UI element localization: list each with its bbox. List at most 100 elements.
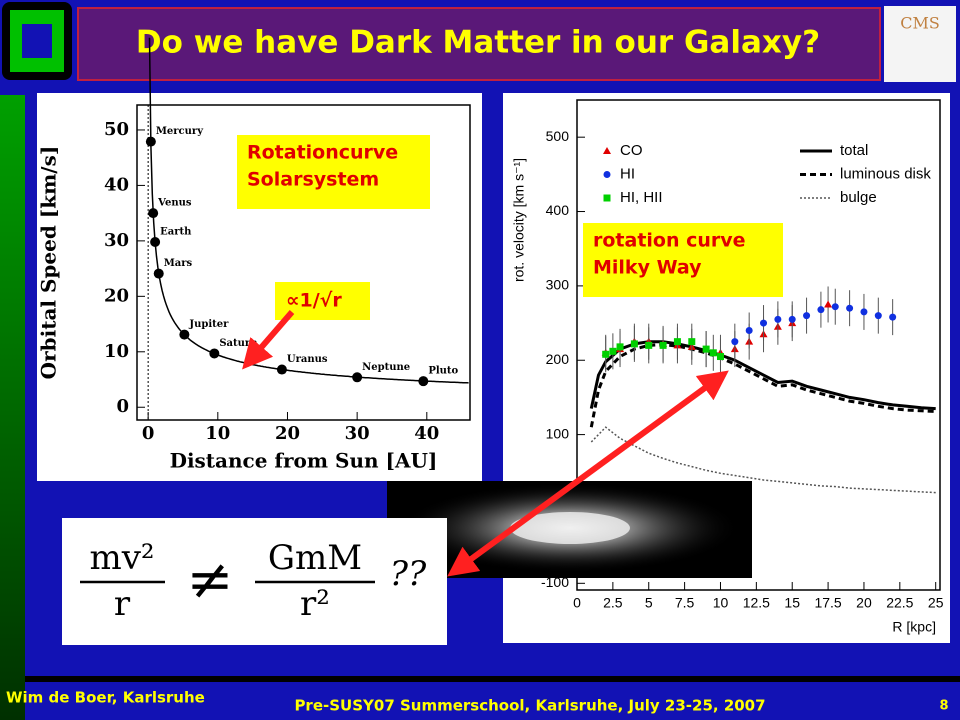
- y-axis-label: rot. velocity [km s⁻¹]: [511, 158, 527, 282]
- legend-label: HI, HII: [620, 189, 663, 206]
- y-tick-label: 30: [104, 230, 129, 251]
- y-tick-label: 300: [546, 277, 570, 293]
- data-point: [803, 312, 811, 320]
- formula-text: GmM: [268, 538, 362, 578]
- point-label: Earth: [160, 226, 192, 237]
- data-point: [824, 300, 833, 308]
- annotation: Milky Way: [593, 257, 702, 279]
- formula-text: r: [114, 584, 131, 624]
- plot-frame: [136, 104, 471, 421]
- y-tick-label: 500: [546, 128, 570, 144]
- data-point: [630, 340, 638, 348]
- point-label: Neptune: [362, 362, 410, 373]
- title-box: [77, 7, 881, 81]
- data-point: [760, 319, 768, 327]
- page-number: 8: [939, 699, 948, 714]
- point-label: Pluto: [428, 366, 458, 377]
- formula: mv² r ≠ GmM r² ??: [80, 538, 427, 624]
- x-tick-label: 17.5: [814, 595, 841, 611]
- data-point: [352, 372, 363, 383]
- legend-marker: [603, 171, 611, 178]
- data-point: [602, 350, 610, 358]
- data-point: [418, 376, 429, 387]
- legend-label: luminous disk: [840, 165, 931, 182]
- y-axis-label: Orbital Speed [km/s]: [37, 146, 61, 380]
- annotation: rotation curve: [593, 230, 746, 252]
- data-point: [817, 306, 825, 314]
- data-point: [731, 338, 739, 346]
- footer-rule: [25, 676, 960, 682]
- data-point: [276, 364, 287, 375]
- data-point: [179, 329, 190, 340]
- data-point: [609, 347, 617, 355]
- y-tick-label: 50: [104, 119, 129, 140]
- formula-text: mv²: [89, 538, 154, 578]
- data-point: [702, 345, 710, 353]
- x-tick-label: 0: [142, 423, 155, 444]
- cms-logo: [884, 6, 956, 82]
- x-tick-label: 25: [928, 595, 944, 611]
- formula-text: ??: [390, 554, 427, 594]
- fit-label: ∝1/√r: [286, 290, 342, 312]
- formula-text: ≠: [187, 548, 234, 613]
- slide-title: Do we have Dark Matter in our Galaxy?: [136, 25, 820, 61]
- data-point: [860, 308, 868, 316]
- data-point: [688, 338, 696, 346]
- data-point: [673, 338, 681, 346]
- legend-label: CO: [620, 142, 643, 159]
- y-tick-label: 20: [104, 285, 129, 306]
- side-bar: [0, 95, 25, 720]
- data-point: [874, 312, 882, 320]
- data-point: [616, 343, 624, 351]
- data-point: [774, 315, 782, 323]
- x-tick-label: 0: [573, 595, 581, 611]
- point-label: Uranus: [287, 354, 328, 365]
- cms-logo-text: CMS: [900, 14, 940, 33]
- data-point: [150, 236, 161, 247]
- data-point: [659, 341, 667, 349]
- data-point: [148, 208, 159, 219]
- x-tick-label: 20: [275, 423, 300, 444]
- y-tick-label: 100: [546, 425, 570, 441]
- y-tick-label: 400: [546, 202, 570, 218]
- x-tick-label: 12.5: [743, 595, 770, 611]
- annotation-box: [583, 223, 783, 297]
- x-tick-label: 15: [784, 595, 800, 611]
- point-label: Mars: [164, 258, 193, 269]
- y-tick-label: 40: [104, 174, 129, 195]
- data-point: [889, 313, 897, 321]
- point-label: Saturn: [219, 338, 258, 349]
- series-line: [589, 343, 936, 428]
- x-tick-label: 7.5: [675, 595, 695, 611]
- arrow: [242, 310, 295, 370]
- x-axis-label: R [kpc]: [892, 619, 936, 635]
- data-point: [716, 353, 724, 361]
- y-tick-label: 10: [104, 341, 129, 362]
- formula-text: r²: [300, 584, 330, 624]
- legend-label: HI: [620, 165, 635, 182]
- legend-marker: [603, 147, 611, 154]
- data-point: [745, 327, 753, 335]
- y-tick-label: 0: [116, 396, 129, 417]
- x-axis-label: Distance from Sun [AU]: [170, 449, 438, 473]
- legend-label: bulge: [840, 189, 877, 206]
- arrow: [447, 370, 729, 577]
- plot-frame: [576, 99, 941, 591]
- data-point: [153, 268, 164, 279]
- data-point: [145, 136, 156, 147]
- footer-event: Pre-SUSY07 Summerschool, Karlsruhe, July…: [294, 697, 765, 715]
- x-tick-label: 10: [205, 423, 230, 444]
- fit-curve: [148, 37, 469, 384]
- data-point: [788, 315, 796, 323]
- logo: [2, 2, 72, 80]
- annotation-box: [237, 135, 430, 209]
- data-point: [846, 304, 854, 312]
- x-tick-label: 40: [414, 423, 439, 444]
- data-point: [645, 341, 653, 349]
- point-label: Mercury: [156, 126, 204, 137]
- annotation: Rotationcurve: [247, 142, 398, 164]
- legend-marker: [603, 194, 611, 202]
- y-tick-label: -100: [541, 574, 569, 590]
- point-label: Jupiter: [188, 319, 229, 330]
